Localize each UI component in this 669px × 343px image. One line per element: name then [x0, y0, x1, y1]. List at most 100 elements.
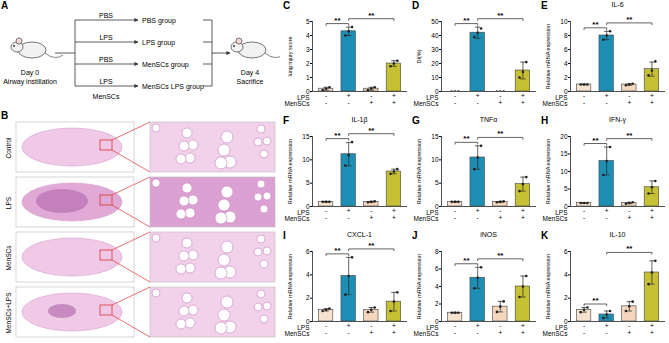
svg-text:PBS group: PBS group: [142, 17, 176, 25]
svg-text:-+: -+: [498, 92, 502, 106]
svg-text:+-: +-: [476, 207, 480, 221]
svg-text:6: 6: [564, 248, 568, 255]
svg-text:4: 4: [564, 60, 568, 67]
svg-text:Relative mRNA expression: Relative mRNA expression: [287, 254, 293, 319]
svg-text:5: 5: [306, 179, 310, 186]
svg-text:-+: -+: [369, 207, 373, 221]
svg-text:10: 10: [560, 18, 568, 25]
svg-text:Relative mRNA expression: Relative mRNA expression: [545, 139, 551, 204]
svg-text:**: **: [497, 251, 504, 260]
svg-text:MenSCs+LPS: MenSCs+LPS: [5, 292, 12, 334]
svg-text:5: 5: [564, 185, 568, 192]
svg-text:**: **: [626, 244, 633, 253]
svg-text:1: 1: [306, 74, 310, 81]
svg-text:-+: -+: [498, 207, 502, 221]
svg-text:+-: +-: [347, 322, 351, 336]
svg-text:MenSCs group: MenSCs group: [142, 61, 189, 69]
svg-text:20: 20: [431, 60, 439, 67]
svg-text:Relative mRNA expression: Relative mRNA expression: [416, 139, 422, 204]
svg-text:Relative mRNA expression: Relative mRNA expression: [545, 24, 551, 89]
svg-text:15: 15: [302, 133, 310, 140]
svg-text:2: 2: [435, 300, 439, 307]
svg-text:**: **: [334, 16, 341, 25]
svg-text:4: 4: [564, 271, 568, 278]
svg-text:--: --: [583, 322, 585, 336]
svg-text:MenSCs: MenSCs: [5, 245, 12, 271]
svg-text:MenSCs: MenSCs: [285, 100, 311, 107]
svg-text:**: **: [368, 126, 375, 135]
svg-text:4: 4: [306, 32, 310, 39]
svg-text:--: --: [454, 207, 456, 221]
svg-text:++: ++: [392, 207, 396, 221]
svg-text:**: **: [368, 241, 375, 250]
svg-text:Day 0: Day 0: [21, 69, 39, 77]
svg-text:MenSCs: MenSCs: [285, 215, 311, 222]
svg-text:Sacrifice: Sacrifice: [237, 78, 264, 85]
svg-text:MenSCs: MenSCs: [543, 215, 569, 222]
svg-text:**: **: [463, 16, 470, 25]
svg-text:5: 5: [306, 18, 310, 25]
svg-text:Day 4: Day 4: [241, 69, 259, 77]
svg-text:3: 3: [306, 46, 310, 53]
svg-text:-+: -+: [627, 92, 631, 106]
svg-text:MenSCs LPS group: MenSCs LPS group: [142, 83, 204, 91]
svg-text:**: **: [592, 296, 599, 305]
svg-text:2: 2: [564, 74, 568, 81]
svg-text:Relative mRNA expression: Relative mRNA expression: [416, 254, 422, 319]
svg-text:-+: -+: [627, 322, 631, 336]
svg-text:2: 2: [564, 294, 568, 301]
svg-text:++: ++: [392, 92, 396, 106]
svg-text:--: --: [325, 207, 327, 221]
svg-text:+-: +-: [605, 207, 609, 221]
svg-text:**: **: [368, 11, 375, 20]
svg-text:MenSCs: MenSCs: [285, 330, 311, 337]
svg-text:**: **: [463, 256, 470, 265]
svg-text:**: **: [497, 11, 504, 20]
svg-text:+-: +-: [347, 92, 351, 106]
svg-text:-+: -+: [627, 207, 631, 221]
svg-text:LPS group: LPS group: [142, 39, 175, 47]
svg-text:-+: -+: [369, 322, 373, 336]
svg-text:--: --: [325, 92, 327, 106]
svg-text:**: **: [626, 131, 633, 140]
svg-text:LPS: LPS: [99, 34, 113, 41]
svg-text:MenSCs: MenSCs: [414, 100, 440, 107]
svg-text:LPS: LPS: [5, 196, 12, 209]
svg-text:20: 20: [560, 133, 568, 140]
svg-text:10: 10: [560, 168, 568, 175]
svg-text:8: 8: [435, 248, 439, 255]
svg-text:--: --: [325, 322, 327, 336]
svg-text:PBS: PBS: [99, 12, 113, 19]
svg-text:4: 4: [435, 283, 439, 290]
svg-text:-+: -+: [369, 92, 373, 106]
svg-text:++: ++: [521, 322, 525, 336]
svg-text:+-: +-: [476, 92, 480, 106]
svg-text:DI(%): DI(%): [416, 49, 422, 63]
svg-text:++: ++: [650, 92, 654, 106]
svg-text:**: **: [626, 15, 633, 24]
svg-text:50: 50: [431, 18, 439, 25]
svg-text:**: **: [334, 131, 341, 140]
svg-text:8: 8: [564, 32, 568, 39]
svg-text:++: ++: [650, 322, 654, 336]
svg-text:10: 10: [302, 156, 310, 163]
svg-text:PBS: PBS: [99, 56, 113, 63]
svg-text:15: 15: [431, 133, 439, 140]
svg-text:**: **: [592, 136, 599, 145]
svg-text:Control: Control: [5, 137, 12, 159]
svg-text:30: 30: [431, 46, 439, 53]
svg-text:++: ++: [521, 92, 525, 106]
svg-text:Airway instillation: Airway instillation: [3, 78, 57, 86]
svg-text:++: ++: [392, 322, 396, 336]
svg-text:--: --: [454, 92, 456, 106]
svg-text:MenSCs: MenSCs: [414, 330, 440, 337]
svg-text:6: 6: [435, 265, 439, 272]
svg-text:-+: -+: [498, 322, 502, 336]
svg-text:+-: +-: [347, 207, 351, 221]
svg-text:4: 4: [306, 271, 310, 278]
svg-text:10: 10: [431, 156, 439, 163]
svg-text:lung injury score: lung injury score: [287, 36, 293, 76]
svg-text:2: 2: [306, 294, 310, 301]
svg-text:+-: +-: [605, 92, 609, 106]
svg-text:LPS: LPS: [99, 78, 113, 85]
